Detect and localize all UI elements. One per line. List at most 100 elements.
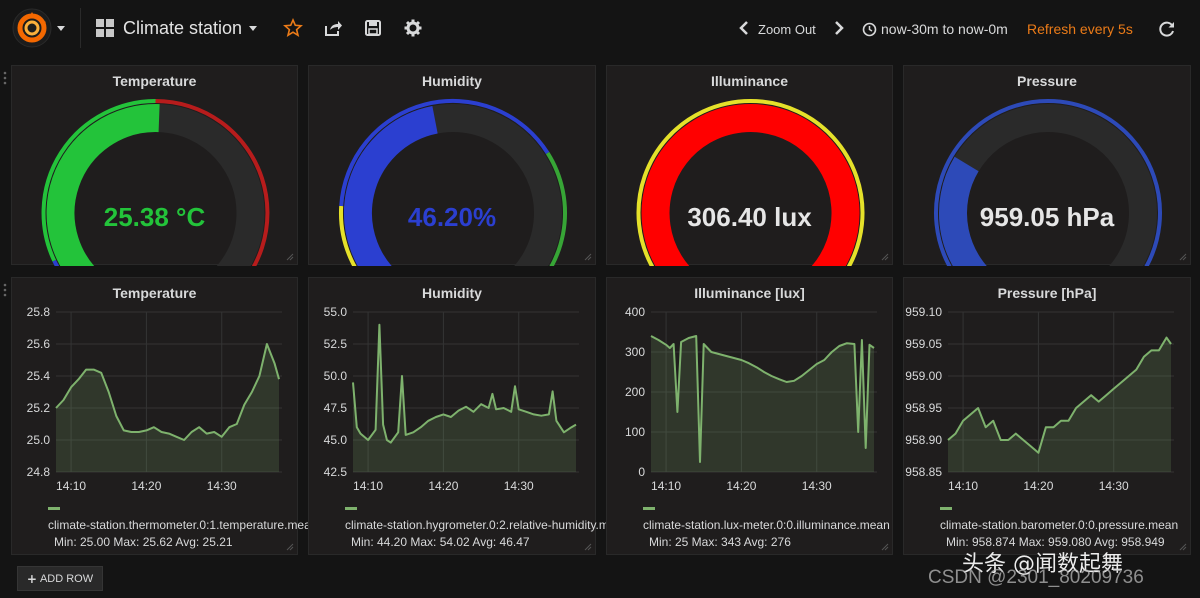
refresh-interval-label: Refresh every 5s	[1027, 21, 1133, 37]
refresh-interval-button[interactable]: Refresh every 5s	[1027, 18, 1142, 40]
panel-title: Humidity	[422, 285, 482, 301]
y-axis-tick-label: 958.90	[905, 433, 942, 447]
x-axis-tick-label: 14:10	[353, 479, 384, 493]
panel-title: Pressure [hPa]	[997, 285, 1097, 301]
y-axis-tick-label: 42.5	[323, 465, 347, 479]
gauge-value: 46.20%	[407, 202, 497, 232]
graph-panel-humidity[interactable]: Humidity climate-station.hygrometer.0:2.…	[308, 277, 609, 555]
gauge-threshold-band	[155, 99, 270, 266]
legend-series-name[interactable]: climate-station.barometer.0:0.pressure.m…	[940, 518, 1179, 532]
gauge-value: 306.40 lux	[687, 202, 812, 232]
time-range-label: now-30m to now-0m	[881, 21, 1008, 37]
y-axis-tick-label: 25.6	[26, 337, 50, 351]
gauge-threshold-band	[41, 99, 156, 262]
gauge-track	[939, 104, 1157, 266]
x-axis-tick-label: 14:20	[726, 479, 757, 493]
plus-icon: +	[26, 571, 37, 586]
resize-handle-icon[interactable]	[1179, 253, 1187, 261]
row-drag-handle[interactable]	[3, 70, 7, 85]
x-axis-tick-label: 14:30	[1098, 479, 1129, 493]
share-button[interactable]	[323, 18, 343, 38]
gear-icon	[404, 19, 422, 37]
legend-series-name[interactable]: climate-station.hygrometer.0:2.relative-…	[345, 518, 609, 532]
y-axis-tick-label: 200	[624, 385, 645, 399]
legend-swatch	[643, 507, 655, 510]
resize-handle-icon[interactable]	[286, 543, 294, 551]
series-line	[55, 343, 280, 441]
gauge-fill	[641, 104, 860, 266]
panel-title: Pressure	[1017, 73, 1077, 89]
x-axis-tick-label: 14:20	[1023, 479, 1054, 493]
resize-handle-icon[interactable]	[584, 253, 592, 261]
gauge-value: 25.38 °C	[103, 202, 206, 232]
gauge-threshold-band	[934, 98, 1162, 266]
series-line	[947, 336, 1172, 454]
dashboard-title: Climate station	[123, 17, 243, 38]
clock-icon	[862, 22, 877, 36]
y-axis-tick-label: 24.8	[26, 465, 50, 479]
x-axis-tick-label: 14:30	[801, 479, 832, 493]
x-axis-tick-label: 14:20	[428, 479, 459, 493]
row-drag-handle[interactable]	[3, 282, 7, 297]
y-axis-tick-label: 959.05	[905, 337, 942, 351]
series-line	[650, 335, 875, 463]
x-axis-tick-label: 14:10	[56, 479, 87, 493]
watermark-csdn: CSDN @2301_80209736	[928, 567, 1144, 588]
add-row-button[interactable]: + ADD ROW	[17, 566, 103, 591]
drag-handle-icon	[3, 71, 7, 85]
resize-handle-icon[interactable]	[1179, 543, 1187, 551]
gauge-panel-humidity[interactable]: Humidity 46.20%	[308, 65, 596, 266]
top-navbar: Climate station Zoom Out now-30m to now-…	[0, 0, 1200, 56]
graph-panel-temperature[interactable]: Temperature climate-station.thermometer.…	[11, 277, 312, 555]
legend-stats: Min: 44.20 Max: 54.02 Avg: 46.47	[351, 535, 530, 549]
y-axis-tick-label: 47.5	[323, 401, 347, 415]
resize-handle-icon[interactable]	[584, 543, 592, 551]
y-axis-tick-label: 958.85	[905, 465, 942, 479]
time-forward-button[interactable]	[831, 19, 847, 37]
panel-title: Temperature	[112, 73, 197, 89]
gauge-panel-illuminance[interactable]: Illuminance 306.40 lux	[606, 65, 893, 266]
y-axis-tick-label: 400	[624, 305, 645, 319]
legend-series-name[interactable]: climate-station.lux-meter.0:0.illuminanc…	[643, 518, 890, 532]
refresh-button[interactable]	[1157, 19, 1177, 39]
y-axis-tick-label: 0	[638, 465, 645, 479]
y-axis-tick-label: 959.10	[905, 305, 942, 319]
caret-down-icon	[57, 26, 65, 31]
resize-handle-icon[interactable]	[286, 253, 294, 261]
x-axis-tick-label: 14:30	[503, 479, 534, 493]
grafana-menu-button[interactable]	[12, 8, 70, 48]
gauge-panel-pressure[interactable]: Pressure 959.05 hPa	[903, 65, 1191, 266]
panel-title: Illuminance	[710, 73, 789, 89]
panel-title: Temperature	[112, 285, 197, 301]
legend-stats: Min: 25 Max: 343 Avg: 276	[649, 535, 791, 549]
x-axis-tick-label: 14:30	[206, 479, 237, 493]
dashboard-grid-icon	[96, 19, 114, 37]
y-axis-tick-label: 50.0	[323, 369, 347, 383]
resize-handle-icon[interactable]	[881, 253, 889, 261]
graph-panel-illuminance[interactable]: Illuminance [lux] climate-station.lux-me…	[606, 277, 893, 555]
settings-button[interactable]	[403, 18, 423, 38]
y-axis-tick-label: 55.0	[323, 305, 347, 319]
save-button[interactable]	[363, 18, 383, 38]
zoom-out-button[interactable]: Zoom Out	[758, 19, 828, 37]
time-back-button[interactable]	[736, 19, 752, 37]
y-axis-tick-label: 52.5	[323, 337, 347, 351]
illuminance-gauge	[636, 98, 865, 266]
resize-handle-icon[interactable]	[881, 543, 889, 551]
temperature-line-chart	[55, 311, 282, 473]
chevron-right-icon	[835, 21, 844, 35]
y-axis-tick-label: 25.8	[26, 305, 50, 319]
panel-title: Illuminance [lux]	[694, 285, 805, 301]
legend-series-name[interactable]: climate-station.thermometer.0:1.temperat…	[48, 518, 312, 532]
panel-title: Humidity	[422, 73, 482, 89]
dashboard-picker-button[interactable]: Climate station	[80, 8, 270, 48]
y-axis-tick-label: 958.95	[905, 401, 942, 415]
graph-panel-pressure[interactable]: Pressure [hPa] climate-station.barometer…	[903, 277, 1191, 555]
gauge-panel-temperature[interactable]: Temperature 25.38 °C	[11, 65, 298, 266]
y-axis-tick-label: 25.0	[26, 433, 50, 447]
star-button[interactable]	[283, 17, 303, 38]
legend-swatch	[940, 507, 952, 510]
add-row-label: ADD ROW	[39, 572, 94, 585]
legend-stats: Min: 958.874 Max: 959.080 Avg: 958.949	[946, 535, 1165, 549]
time-picker-button[interactable]: now-30m to now-0m	[862, 18, 1022, 40]
